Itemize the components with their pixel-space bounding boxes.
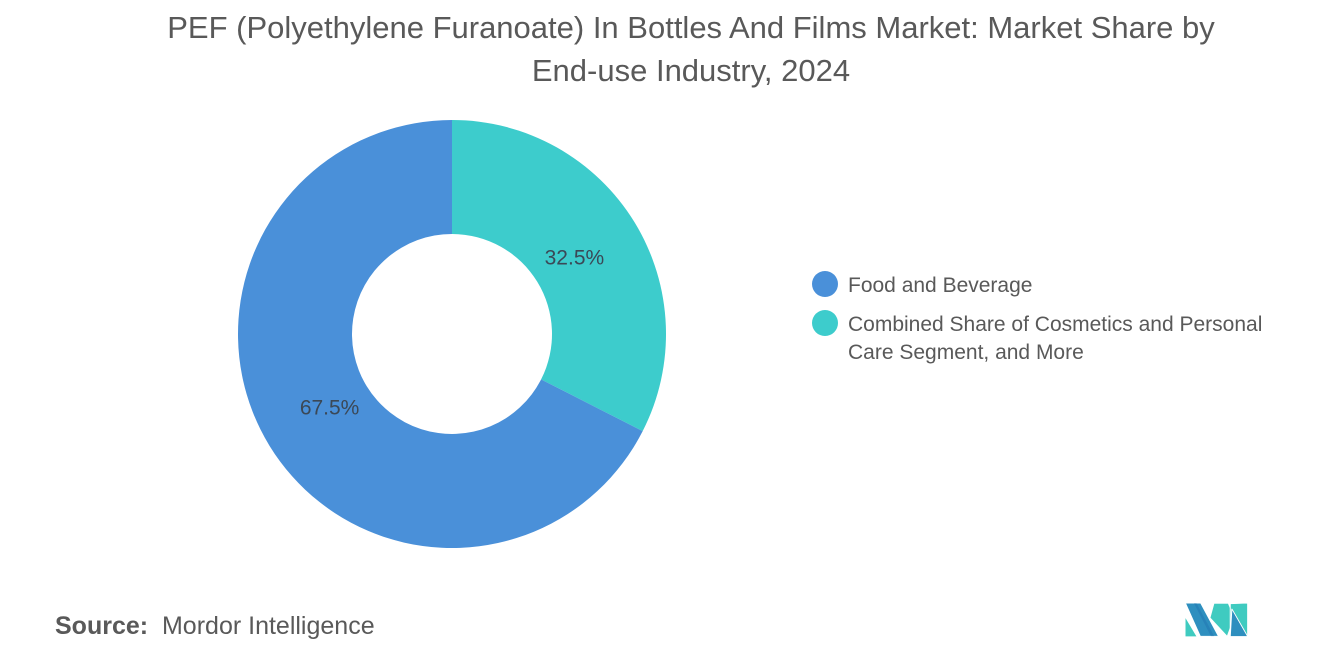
svg-text:32.5%: 32.5%	[545, 247, 605, 270]
svg-text:67.5%: 67.5%	[300, 397, 360, 420]
